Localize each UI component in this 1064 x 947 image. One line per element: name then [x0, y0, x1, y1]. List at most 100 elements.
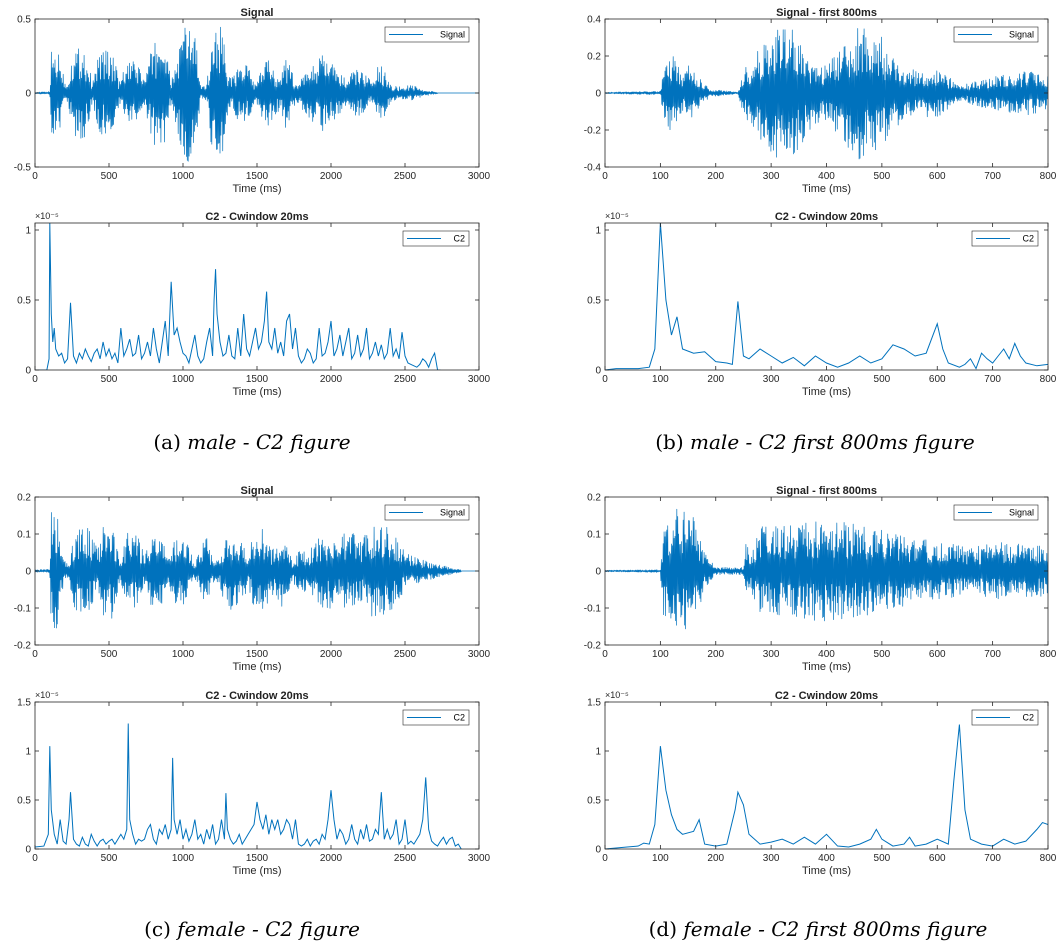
- legend-box: [384, 504, 470, 521]
- y-tick-label: 1: [25, 226, 31, 237]
- y-tick-label: 0.5: [587, 296, 601, 307]
- legend-label: C2: [453, 234, 465, 244]
- y-tick-label: -0.2: [584, 126, 602, 137]
- y-tick-label: 1: [595, 226, 601, 237]
- x-tick-label: 800: [1040, 649, 1057, 660]
- c2-curve: [35, 223, 441, 370]
- x-tick-label: 0: [602, 649, 608, 660]
- x-tick-label: 800: [1040, 171, 1057, 182]
- y-tick-label: 0: [25, 567, 31, 578]
- x-tick-label: 300: [763, 171, 780, 182]
- y-tick-label: 0: [25, 845, 31, 856]
- x-tick-label: 0: [32, 374, 38, 385]
- x-tick-label: 2500: [394, 853, 417, 864]
- x-tick-label: 500: [874, 374, 891, 385]
- x-tick-label: 100: [652, 853, 669, 864]
- x-tick-label: 600: [929, 374, 946, 385]
- legend-label: Signal: [1009, 508, 1034, 518]
- y-tick-label: 0.2: [587, 493, 601, 504]
- legend: Signal: [384, 26, 470, 43]
- chart-title: Signal: [240, 7, 273, 19]
- x-tick-label: 500: [874, 649, 891, 660]
- chart-title: C2 - Cwindow 20ms: [205, 690, 308, 702]
- x-tick-label: 2000: [320, 649, 343, 660]
- series-signal-line: [35, 512, 479, 629]
- y-tick-label: 0: [595, 89, 601, 100]
- x-tick-label: 3000: [468, 649, 491, 660]
- x-tick-label: 1000: [172, 171, 195, 182]
- x-tick-label: 0: [32, 853, 38, 864]
- c2-curve: [605, 724, 1048, 849]
- x-tick-label: 1500: [246, 853, 269, 864]
- y-tick-label: -0.2: [14, 641, 32, 652]
- legend: C2: [971, 709, 1039, 726]
- legend-box: [953, 504, 1039, 521]
- x-tick-label: 400: [818, 171, 835, 182]
- y-tick-label: 0.4: [587, 15, 601, 26]
- chart-title: Signal: [240, 485, 273, 497]
- x-axis-label: Time (ms): [232, 865, 281, 877]
- caption-d: (d) female - C2 first 800ms figure: [649, 917, 988, 941]
- x-axis-label: Time (ms): [232, 386, 281, 398]
- x-tick-label: 1000: [172, 853, 195, 864]
- x-tick-label: 600: [929, 853, 946, 864]
- legend-label: C2: [1022, 234, 1034, 244]
- x-tick-label: 100: [652, 171, 669, 182]
- x-tick-label: 0: [602, 853, 608, 864]
- legend: Signal: [384, 504, 470, 521]
- x-tick-label: 700: [984, 374, 1001, 385]
- y-tick-label: 0.5: [17, 296, 31, 307]
- x-tick-label: 500: [874, 853, 891, 864]
- x-tick-label: 2000: [320, 374, 343, 385]
- legend-label: Signal: [440, 30, 465, 40]
- x-tick-label: 400: [818, 374, 835, 385]
- x-tick-label: 500: [101, 853, 118, 864]
- x-tick-label: 500: [874, 171, 891, 182]
- series-c2-line: [605, 724, 1048, 849]
- x-tick-label: 2500: [394, 374, 417, 385]
- y-tick-label: 0.2: [587, 52, 601, 63]
- y-tick-label: 0.5: [17, 796, 31, 807]
- y-tick-label: -0.1: [584, 604, 602, 615]
- chart-title: C2 - Cwindow 20ms: [775, 211, 878, 223]
- y-tick-label: -0.1: [14, 604, 32, 615]
- x-axis-label: Time (ms): [802, 183, 851, 195]
- y-tick-label: 1: [25, 747, 31, 758]
- x-tick-label: 300: [763, 649, 780, 660]
- legend: C2: [402, 230, 470, 247]
- x-tick-label: 800: [1040, 853, 1057, 864]
- signal-waveform: [605, 28, 1048, 160]
- y-tick-label: 0.1: [587, 530, 601, 541]
- y-scale-exponent: ×10⁻⁵: [605, 690, 629, 700]
- x-tick-label: 3000: [468, 853, 491, 864]
- x-tick-label: 400: [818, 649, 835, 660]
- legend-label: Signal: [440, 508, 465, 518]
- x-tick-label: 300: [763, 853, 780, 864]
- series-c2-line: [35, 223, 441, 370]
- x-tick-label: 3000: [468, 171, 491, 182]
- x-tick-label: 2000: [320, 853, 343, 864]
- y-tick-label: 0: [595, 366, 601, 377]
- y-scale-exponent: ×10⁻⁵: [35, 211, 59, 221]
- chart-c-bottom: C2 - Cwindow 20ms 0 500 1000 1500 2000 2500 300…: [17, 690, 490, 877]
- x-tick-label: 100: [652, 374, 669, 385]
- x-axis-label: Time (ms): [232, 183, 281, 195]
- x-tick-label: 200: [707, 374, 724, 385]
- chart-title: C2 - Cwindow 20ms: [205, 211, 308, 223]
- series-signal-line: [35, 26, 479, 162]
- series-signal-line: [605, 28, 1048, 160]
- y-tick-label: 0: [25, 366, 31, 377]
- y-tick-label: 0: [595, 567, 601, 578]
- x-tick-label: 500: [101, 171, 118, 182]
- x-tick-label: 400: [818, 853, 835, 864]
- y-tick-label: 1: [595, 747, 601, 758]
- legend-label: C2: [453, 713, 465, 723]
- x-tick-label: 700: [984, 171, 1001, 182]
- y-tick-label: -0.5: [14, 163, 32, 174]
- c2-curve: [35, 723, 462, 849]
- y-tick-label: 0.2: [17, 493, 31, 504]
- legend: Signal: [953, 26, 1039, 43]
